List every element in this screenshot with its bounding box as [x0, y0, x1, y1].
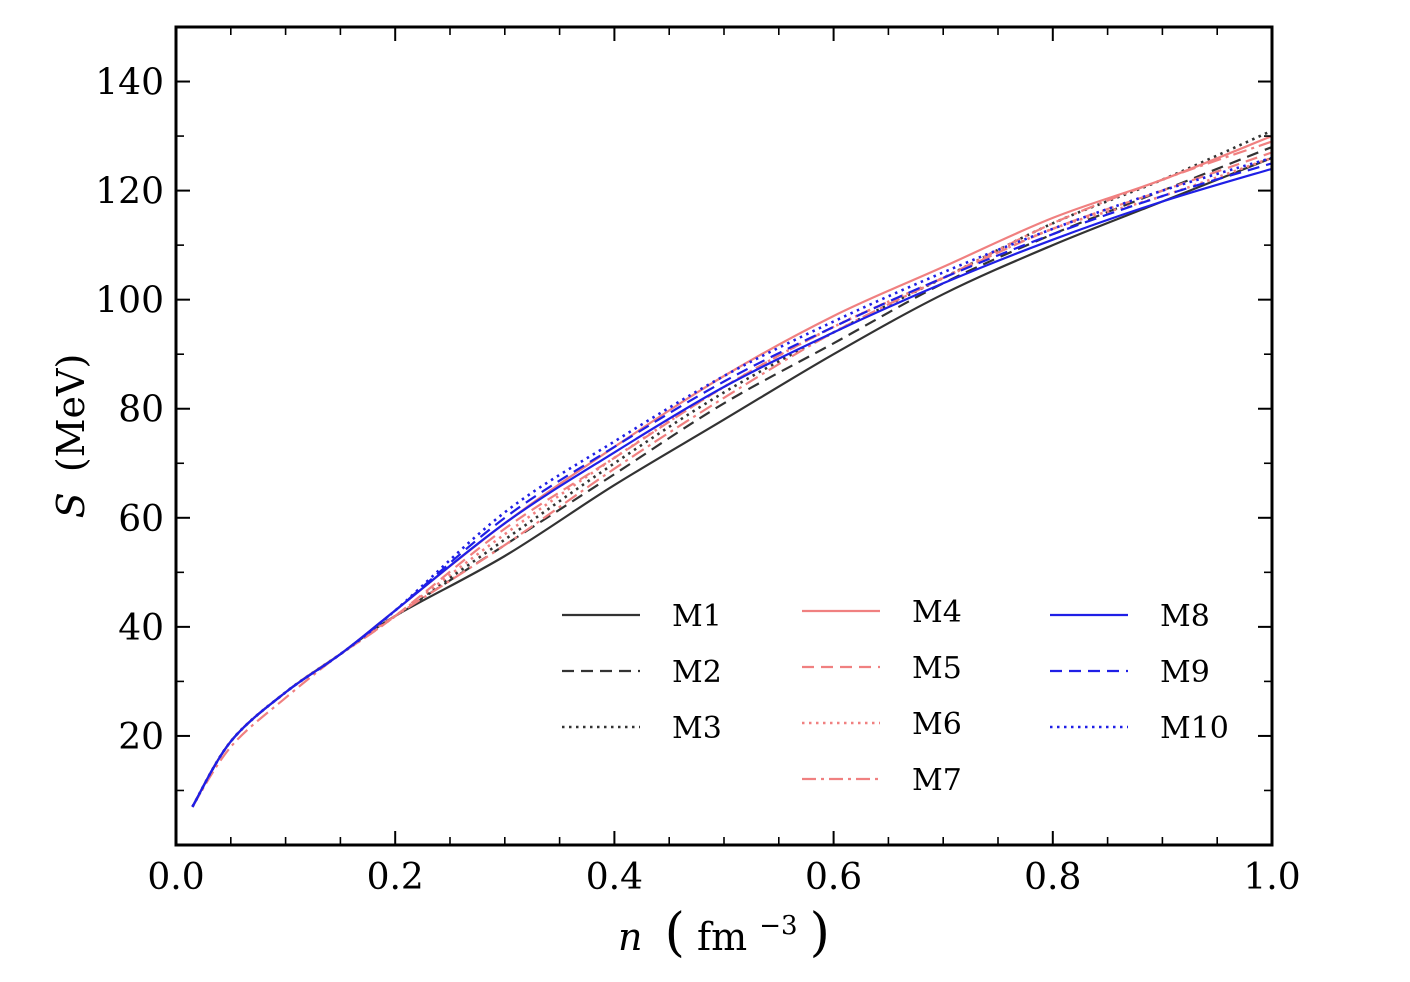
legend-label-m3: M3	[672, 711, 722, 746]
legend-label-m7: M7	[912, 763, 962, 798]
tick-layer: 0.0 0.2 0.4 0.6 0.8 1.0 20 40 60 80 100 120 140	[95, 27, 1301, 898]
legend-item-m5: M5	[802, 651, 962, 686]
series-line-m7	[191, 140, 1273, 808]
legend-item-m1: M1	[562, 599, 722, 634]
series-line-m6	[191, 156, 1273, 808]
x-tick-label: 1.0	[1243, 857, 1300, 898]
legend-label-m5: M5	[912, 651, 962, 686]
series-line-m8	[191, 167, 1273, 808]
x-axis-paren-close: )	[810, 903, 830, 963]
legend: M1 M2 M3 M4 M5 M6 M7 M8 M9 M10	[562, 595, 1229, 798]
legend-item-m4: M4	[802, 595, 962, 630]
y-tick-label: 40	[118, 608, 164, 649]
x-axis-variable: n	[618, 915, 642, 959]
series-line-m4	[191, 135, 1273, 808]
legend-label-m1: M1	[672, 599, 722, 634]
series-line-m10	[191, 156, 1273, 808]
x-axis-label: n ( fm −3 )	[618, 899, 830, 963]
y-tick-label: 80	[118, 390, 164, 431]
plot-area: 0.0 0.2 0.4 0.6 0.8 1.0 20 40 60 80 100 120 140	[95, 25, 1301, 898]
x-axis-paren-open: (	[665, 903, 685, 963]
x-tick-label: 0.2	[367, 857, 424, 898]
y-tick-label: 60	[118, 499, 164, 540]
y-axis-label: S (MeV)	[49, 354, 93, 519]
legend-label-m8: M8	[1160, 599, 1210, 634]
legend-item-m6: M6	[802, 707, 962, 742]
y-axis-variable: S	[49, 492, 93, 518]
y-axis-unit: (MeV)	[49, 354, 93, 473]
x-tick-label: 0.6	[805, 857, 862, 898]
y-tick-label: 20	[118, 717, 164, 758]
axes-frame	[174, 25, 1274, 847]
legend-item-m9: M9	[1050, 655, 1210, 690]
series-line-m3	[191, 129, 1273, 808]
series-line-m2	[191, 145, 1273, 808]
series-line-m9	[191, 162, 1273, 808]
legend-item-m3: M3	[562, 711, 722, 746]
legend-item-m10: M10	[1050, 711, 1229, 746]
legend-label-m4: M4	[912, 595, 962, 630]
x-axis-unit: fm	[697, 915, 747, 959]
y-tick-label: 120	[95, 172, 164, 213]
svg-text:S (MeV): S (MeV)	[49, 354, 93, 519]
legend-label-m2: M2	[672, 655, 722, 690]
x-tick-label: 0.8	[1024, 857, 1081, 898]
y-tick-label: 100	[95, 281, 164, 322]
series-line-m5	[191, 151, 1273, 808]
legend-label-m9: M9	[1160, 655, 1210, 690]
legend-label-m10: M10	[1160, 711, 1229, 746]
x-tick-label: 0.4	[586, 857, 643, 898]
x-axis-exponent: −3	[759, 911, 797, 941]
legend-label-m6: M6	[912, 707, 962, 742]
legend-item-m7: M7	[802, 763, 962, 798]
y-tick-label: 140	[95, 63, 164, 104]
legend-item-m2: M2	[562, 655, 722, 690]
x-tick-label: 0.0	[147, 857, 204, 898]
svg-text:n ( fm −3: n ( fm −3 )	[618, 899, 830, 963]
series-layer	[191, 129, 1273, 808]
series-line-m1	[191, 156, 1273, 808]
legend-item-m8: M8	[1050, 599, 1210, 634]
